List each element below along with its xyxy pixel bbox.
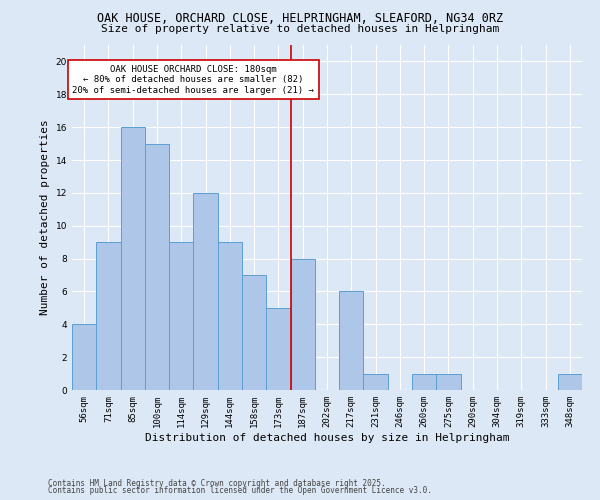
Text: OAK HOUSE, ORCHARD CLOSE, HELPRINGHAM, SLEAFORD, NG34 0RZ: OAK HOUSE, ORCHARD CLOSE, HELPRINGHAM, S… <box>97 12 503 26</box>
Bar <box>339 292 364 390</box>
Bar <box>218 242 242 390</box>
Bar <box>145 144 169 390</box>
Bar <box>558 374 582 390</box>
Bar <box>72 324 96 390</box>
Bar <box>412 374 436 390</box>
Text: OAK HOUSE ORCHARD CLOSE: 180sqm
← 80% of detached houses are smaller (82)
20% of: OAK HOUSE ORCHARD CLOSE: 180sqm ← 80% of… <box>73 64 314 94</box>
Bar <box>364 374 388 390</box>
Bar <box>436 374 461 390</box>
Bar <box>121 127 145 390</box>
Text: Contains HM Land Registry data © Crown copyright and database right 2025.: Contains HM Land Registry data © Crown c… <box>48 478 386 488</box>
Text: Size of property relative to detached houses in Helpringham: Size of property relative to detached ho… <box>101 24 499 34</box>
Bar <box>169 242 193 390</box>
Bar <box>96 242 121 390</box>
Bar <box>290 258 315 390</box>
Bar <box>242 275 266 390</box>
Text: Contains public sector information licensed under the Open Government Licence v3: Contains public sector information licen… <box>48 486 432 495</box>
X-axis label: Distribution of detached houses by size in Helpringham: Distribution of detached houses by size … <box>145 432 509 442</box>
Bar <box>193 193 218 390</box>
Y-axis label: Number of detached properties: Number of detached properties <box>40 120 50 316</box>
Bar <box>266 308 290 390</box>
